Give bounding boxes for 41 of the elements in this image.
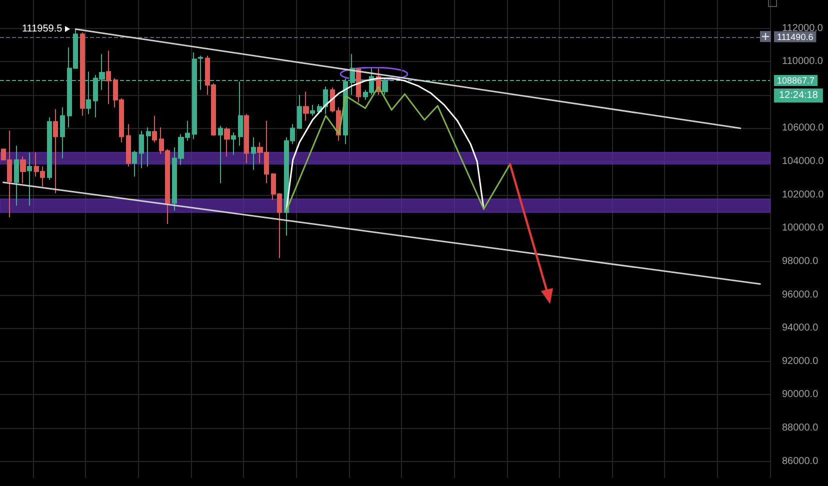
candlestick bbox=[53, 108, 58, 194]
candlestick bbox=[14, 145, 19, 206]
y-tick-label: 106000.0 bbox=[782, 122, 824, 134]
candlestick bbox=[146, 126, 151, 168]
candlestick bbox=[224, 126, 230, 158]
y-tick-label: 110000.0 bbox=[782, 56, 824, 68]
y-tick-label: 90000.0 bbox=[782, 389, 819, 400]
candlestick bbox=[27, 152, 32, 206]
candlestick bbox=[126, 124, 131, 168]
line-series bbox=[286, 78, 484, 212]
y-tick-label: 94000.0 bbox=[782, 322, 819, 334]
candlestick bbox=[231, 132, 236, 156]
candlestick bbox=[303, 91, 309, 122]
y-tick-label: 92000.0 bbox=[782, 356, 819, 367]
y-tick-label: 96000.0 bbox=[782, 289, 819, 300]
line-series bbox=[286, 86, 511, 212]
y-tick-label: 100000.0 bbox=[782, 222, 824, 234]
y-tick-label: 104000.0 bbox=[782, 156, 824, 168]
candlestick bbox=[139, 130, 144, 169]
annotation: 111959.5 bbox=[22, 23, 63, 34]
candlestick bbox=[106, 50, 111, 105]
candlestick bbox=[238, 81, 243, 146]
y-tick-label: 86000.0 bbox=[782, 456, 819, 467]
y-tick-label: 112000.0 bbox=[782, 22, 824, 34]
text: 12:24:18 bbox=[779, 90, 818, 101]
candlestick bbox=[60, 106, 65, 159]
candlestick bbox=[152, 115, 157, 143]
candlestick bbox=[218, 125, 223, 184]
candlestick bbox=[297, 94, 302, 130]
candlestick bbox=[80, 32, 85, 116]
ref-line-label: 108867.7 bbox=[777, 75, 815, 86]
y-tick-label: 102000.0 bbox=[782, 189, 824, 200]
candlestick bbox=[251, 136, 256, 170]
candlestick bbox=[20, 156, 26, 184]
y-tick-label: 98000.0 bbox=[782, 256, 819, 267]
ref-line-label: 111490.6 bbox=[777, 32, 814, 42]
candlestick bbox=[47, 116, 52, 180]
candlestick bbox=[132, 150, 137, 178]
y-tick-label: 88000.0 bbox=[782, 422, 819, 434]
candlestick bbox=[244, 114, 249, 164]
candlestick bbox=[310, 104, 315, 116]
